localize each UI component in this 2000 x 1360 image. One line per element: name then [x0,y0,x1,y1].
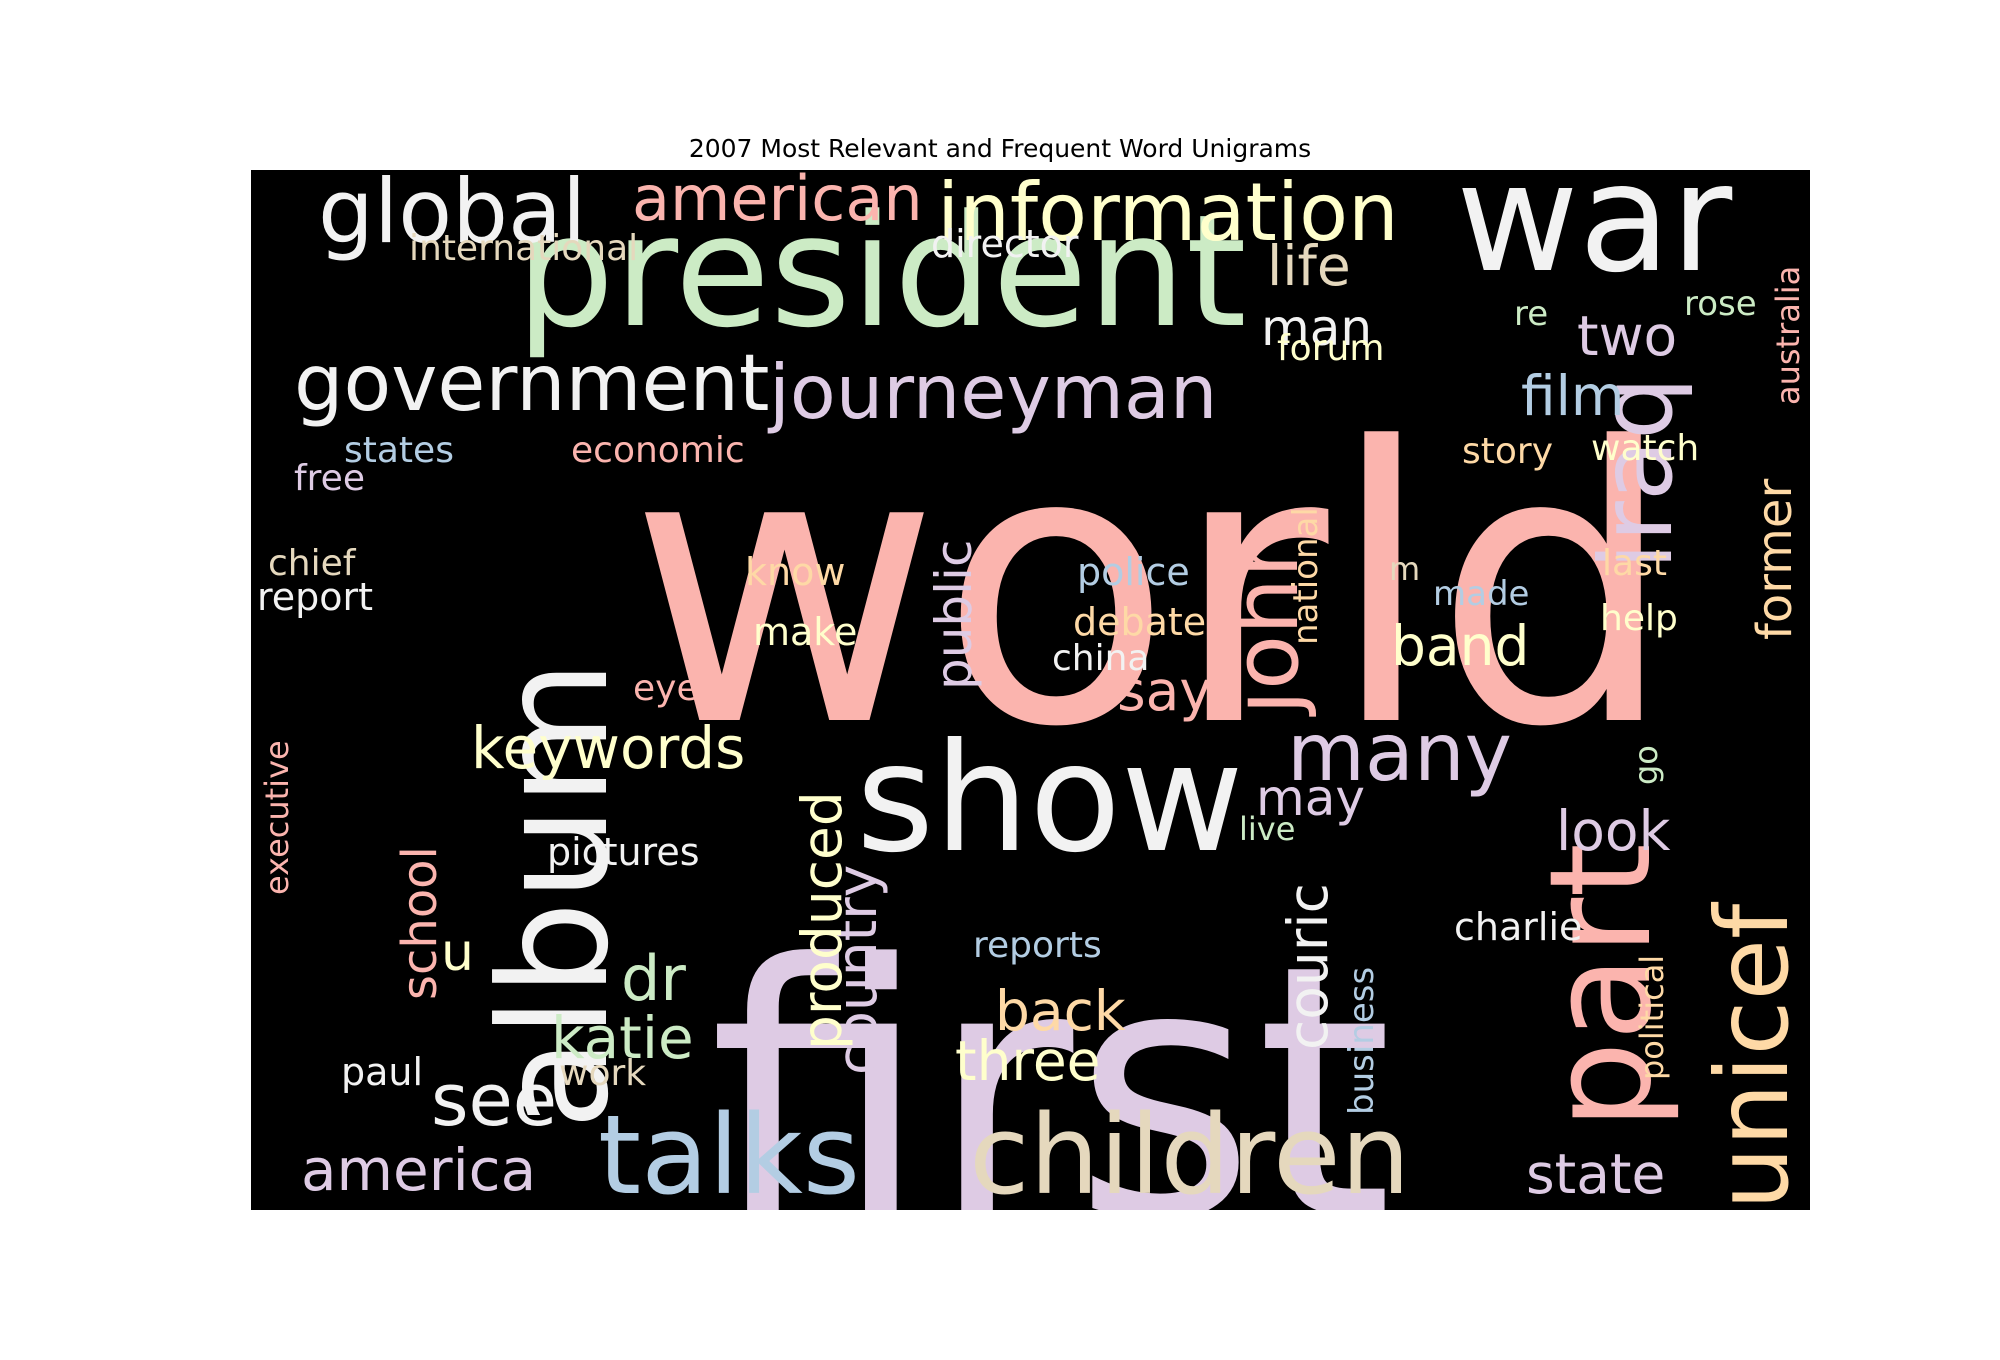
word-debate: debate [1073,600,1206,644]
word-war: war [1456,170,1733,306]
word-reports: reports [973,925,1102,966]
word-business: business [1342,967,1382,1115]
word-part: part [1520,843,1683,1130]
word-u: u [441,923,474,983]
word-back: back [995,979,1126,1043]
word-information: information [937,170,1399,259]
word-country: country [825,865,889,1075]
word-director: director [931,222,1079,266]
word-m: m [1389,550,1420,588]
word-political: political [1633,955,1671,1080]
word-show: show [856,712,1244,886]
word-rose: rose [1684,284,1757,324]
word-international: international [409,228,638,269]
word-see: see [431,1058,557,1142]
word-two: two [1577,304,1677,368]
word-unicef: unicef [1694,901,1810,1210]
word-says: says [1117,659,1241,723]
word-pictures: pictures [547,830,700,874]
word-free: free [294,458,365,499]
word-produced: produced [790,791,854,1050]
word-american: american [632,170,923,235]
word-may: may [1256,769,1365,827]
word-journeyman: journeyman [767,348,1217,436]
word-australia: australia [1769,266,1807,405]
word-national: national [1286,507,1326,645]
word-story: story [1462,431,1553,472]
word-president: president [516,181,1247,362]
word-look: look [1556,799,1671,863]
word-watch: watch [1591,428,1699,469]
word-iraq: iraq [1578,376,1695,570]
word-make: make [753,610,857,654]
word-report: report [257,575,373,619]
word-world: world [629,367,1675,810]
word-global: global [318,170,586,263]
word-children: children [969,1091,1410,1210]
word-paul: paul [341,1050,423,1094]
word-executive: executive [258,740,296,895]
word-john: john [1214,521,1319,717]
word-former: former [1747,479,1803,640]
word-last: last [1602,543,1667,584]
word-made: made [1433,574,1529,614]
word-china: china [1052,638,1150,679]
word-forum: forum [1277,328,1384,369]
word-many: many [1287,706,1512,799]
word-keywords: keywords [471,714,745,782]
word-work: work [559,1053,646,1094]
word-cloud-panel: world first president war show children talks a… [251,170,1810,1210]
word-america: america [301,1136,536,1204]
word-charlie: charlie [1454,905,1582,949]
word-film: film [1521,364,1625,428]
word-first: first [709,890,1393,1210]
word-go: go [1627,745,1665,785]
word-talks: talks [598,1091,860,1210]
word-know: know [745,550,845,594]
chart-title: 2007 Most Relevant and Frequent Word Uni… [688,134,1312,163]
word-man: man [1261,299,1372,357]
word-three: three [955,1029,1101,1093]
word-live: live [1239,810,1295,848]
word-public: public [925,540,983,690]
word-re: re [1514,294,1548,334]
word-police: police [1077,550,1190,594]
word-album: album [468,660,642,1130]
word-chief: chief [268,543,357,584]
word-katie: katie [551,1004,694,1072]
word-school: school [392,846,448,1000]
word-band: band [1391,614,1529,678]
word-dr: dr [621,942,686,1015]
word-economic: economic [571,430,745,471]
word-help: help [1600,598,1678,639]
word-government: government [294,339,770,429]
word-states: states [344,430,454,471]
word-couric: couric [1276,883,1340,1050]
word-state: state [1526,1142,1665,1206]
word-life: life [1267,234,1351,298]
word-eye: eye [633,668,699,709]
